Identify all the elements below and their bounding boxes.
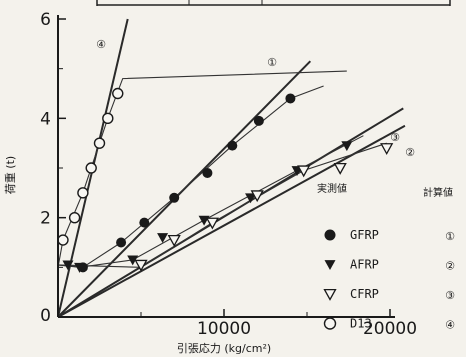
- y-tick-label: 6: [40, 10, 51, 30]
- legend: 実測値 計算値 GFRP ① AFRP ② CFRP ③ D13 ④: [317, 182, 455, 332]
- data-point-d13: [68, 211, 81, 224]
- x-tick-label: 20000: [363, 319, 417, 339]
- axes: 0 2 4 6 10000 20000 引張応力 (kg/cm²) 荷重 (t): [3, 10, 417, 355]
- data-point-afrp: [341, 141, 353, 152]
- data-point-cfrp: [134, 259, 148, 272]
- data-point-gfrp: [227, 140, 238, 151]
- calc-line-afrp: [57, 124, 406, 318]
- data-point-cfrp: [205, 217, 219, 230]
- data-point-afrp: [62, 260, 74, 271]
- curve-label-gfrp: ①: [267, 56, 277, 69]
- data-point-d13: [102, 112, 114, 125]
- data-point-d13: [57, 234, 69, 246]
- data-point-gfrp: [169, 192, 180, 203]
- data-point-afrp: [74, 262, 86, 273]
- legend-marker-cfrp: [323, 288, 337, 301]
- plot-area: ① ②③ ④: [57, 18, 415, 318]
- legend-marker-gfrp: [324, 229, 336, 241]
- y-tick-label: 4: [40, 109, 51, 129]
- fit-curve-cfrp: [57, 142, 387, 268]
- legend-calc-label-cfrp: ③: [445, 289, 455, 302]
- top-table-border: [96, 0, 451, 6]
- legend-marker-afrp: [324, 260, 336, 270]
- fit-curve-afrp: [57, 135, 364, 268]
- legend-label-cfrp: CFRP: [350, 287, 379, 301]
- legend-calc-label-afrp: ②: [445, 260, 455, 273]
- x-axis-label: 引張応力 (kg/cm²): [177, 341, 271, 355]
- data-point-gfrp: [202, 167, 213, 178]
- data-point-gfrp: [285, 93, 296, 104]
- curve-label-afrp: ②: [405, 146, 415, 159]
- data-point-d13: [112, 87, 124, 100]
- legend-calculated-header: 計算値: [423, 186, 453, 199]
- data-point-cfrp: [167, 234, 181, 247]
- data-point-afrp: [157, 233, 169, 244]
- data-point-afrp: [245, 193, 257, 204]
- fit-curve-gfrp: [57, 85, 324, 268]
- legend-label-d13: D13: [350, 317, 372, 331]
- data-point-gfrp: [139, 217, 150, 228]
- data-point-cfrp: [380, 143, 394, 155]
- data-point-d13: [93, 137, 106, 149]
- curve-label-d13: ④: [96, 38, 106, 51]
- data-point-cfrp: [333, 162, 347, 175]
- x-tick-label: 10000: [197, 319, 251, 339]
- legend-measured-header: 実測値: [317, 182, 347, 195]
- data-point-cfrp: [250, 190, 264, 203]
- y-axis-label: 荷重 (t): [3, 156, 17, 194]
- data-point-d13: [77, 187, 89, 199]
- legend-calc-label-gfrp: ①: [445, 230, 455, 243]
- data-point-d13: [85, 162, 97, 174]
- legend-marker-d13: [323, 317, 337, 330]
- data-point-gfrp: [116, 237, 127, 248]
- data-point-cfrp: [297, 165, 311, 178]
- y-tick-label: 2: [40, 209, 51, 229]
- legend-label-gfrp: GFRP: [350, 228, 379, 242]
- legend-calc-label-d13: ④: [445, 319, 455, 332]
- curve-label-cfrp: ③: [390, 131, 400, 144]
- y-tick-label: 0: [40, 306, 51, 326]
- data-point-afrp: [127, 255, 139, 266]
- data-point-gfrp: [253, 115, 264, 126]
- legend-label-afrp: AFRP: [350, 258, 379, 272]
